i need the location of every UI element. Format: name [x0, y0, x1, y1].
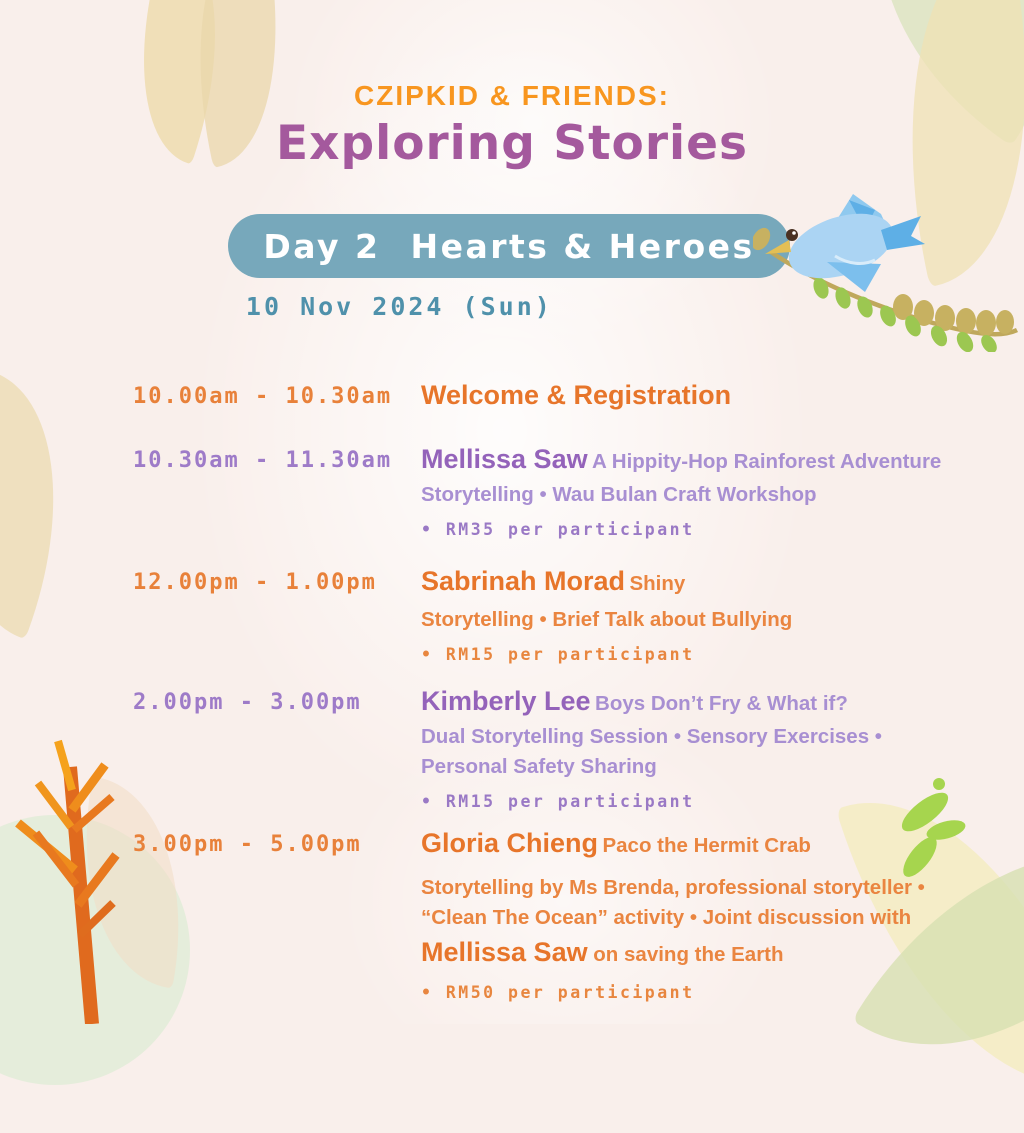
session-details: Storytelling • Wau Bulan Craft Workshop — [421, 483, 817, 506]
schedule-row-welcome: 10.00am - 10.30am Welcome & Registration — [133, 380, 993, 411]
tree-icon — [15, 739, 120, 1024]
session-details-part2: on saving the Earth — [587, 943, 784, 967]
speaker-name: Kimberly Lee — [421, 686, 591, 716]
co-speaker-name: Mellissa Saw — [421, 937, 588, 968]
story-title: Paco the Hermit Crab — [602, 834, 811, 857]
speaker-name: Gloria Chieng — [421, 828, 599, 858]
session-time: 10.00am - 10.30am — [133, 384, 393, 409]
session-time: 2.00pm - 3.00pm — [133, 690, 362, 715]
schedule-row-kimberly: 2.00pm - 3.00pm Kimberly Lee Boys Don’t … — [133, 686, 993, 811]
session-details: Dual Storytelling Session • Sensory Exer… — [421, 725, 882, 779]
schedule-row-gloria: 3.00pm - 5.00pm Gloria Chieng Paco the H… — [133, 828, 993, 1002]
event-date: 10 Nov 2024 (Sun) — [245, 292, 553, 321]
schedule-row-sabrinah: 12.00pm - 1.00pm Sabrinah Morad Shiny St… — [133, 566, 993, 664]
day-banner-day: Day 2 — [263, 226, 381, 266]
story-title: Shiny — [629, 572, 686, 595]
session-time: 10.30am - 11.30am — [133, 448, 393, 473]
session-price: • RM15 per participant — [421, 645, 695, 665]
day-banner: Day 2 Hearts & Heroes — [228, 214, 790, 278]
session-details: Storytelling by Ms Brenda, professional … — [421, 873, 966, 973]
schedule-row-mellissa: 10.30am - 11.30am Mellissa Saw A Hippity… — [133, 444, 993, 539]
leaf-decoration-left-middle — [0, 370, 108, 640]
event-series-title: CZIPKID & FRIENDS: — [354, 80, 670, 111]
session-time: 12.00pm - 1.00pm — [133, 570, 377, 595]
session-details: Storytelling • Brief Talk about Bullying — [421, 608, 793, 631]
speaker-name: Sabrinah Morad — [421, 566, 626, 596]
bird-icon — [751, 194, 1019, 354]
session-title: Welcome & Registration — [421, 380, 732, 410]
session-price: • RM50 per participant — [421, 982, 695, 1002]
session-price: • RM35 per participant — [421, 520, 695, 540]
story-title: A Hippity-Hop Rainforest Adventure — [592, 450, 942, 473]
event-title: Exploring Stories — [276, 116, 748, 171]
story-title: Boys Don’t Fry & What if? — [595, 692, 848, 715]
day-banner-theme: Hearts & Heroes — [410, 226, 755, 266]
session-details-part1: Storytelling by Ms Brenda, professional … — [421, 876, 925, 930]
speaker-name: Mellissa Saw — [421, 444, 588, 474]
session-time: 3.00pm - 5.00pm — [133, 832, 362, 857]
bird-branch-decoration — [751, 190, 1024, 354]
session-price: • RM15 per participant — [421, 792, 695, 812]
